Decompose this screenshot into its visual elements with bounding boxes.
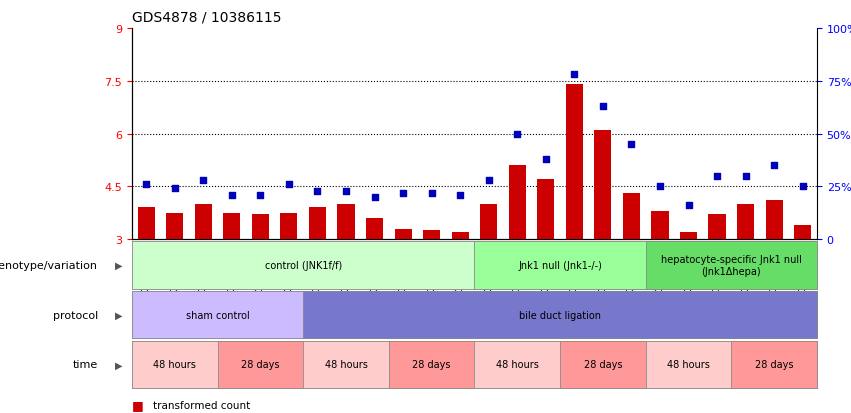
Point (768, 163, 781, 169)
Point (425, 190, 438, 197)
Bar (252, 215, 269, 240)
Bar (337, 204, 355, 240)
Bar (138, 208, 155, 240)
Bar (366, 218, 383, 240)
Point (511, 131, 524, 138)
Point (311, 188, 324, 195)
Bar (395, 229, 412, 240)
Text: hepatocyte-specific Jnk1 null
(Jnk1Δhepa): hepatocyte-specific Jnk1 null (Jnk1Δhepa… (661, 254, 802, 276)
Text: 48 hours: 48 hours (496, 359, 539, 370)
Bar (452, 233, 469, 240)
Point (197, 177, 210, 184)
Bar (423, 231, 440, 240)
Point (711, 173, 724, 180)
Bar (480, 204, 497, 240)
Bar (537, 180, 554, 240)
Bar (280, 213, 298, 240)
Text: GDS4878 / 10386115: GDS4878 / 10386115 (132, 11, 282, 25)
Point (254, 192, 267, 199)
Bar (166, 213, 183, 240)
Point (168, 186, 181, 192)
Point (368, 194, 381, 201)
Point (682, 202, 695, 209)
Point (140, 181, 153, 188)
Point (796, 183, 809, 190)
Point (596, 104, 609, 110)
Bar (594, 131, 611, 240)
Point (739, 173, 752, 180)
Bar (223, 213, 240, 240)
Text: Jnk1 null (Jnk1-/-): Jnk1 null (Jnk1-/-) (518, 260, 602, 271)
Text: 48 hours: 48 hours (667, 359, 710, 370)
Point (625, 141, 638, 148)
Text: transformed count: transformed count (153, 400, 250, 410)
Bar (509, 166, 526, 240)
Point (340, 188, 353, 195)
Text: protocol: protocol (53, 310, 98, 320)
Text: control (JNK1f/f): control (JNK1f/f) (265, 260, 342, 271)
Point (225, 192, 238, 199)
Point (282, 181, 295, 188)
Point (539, 156, 552, 163)
Text: ▶: ▶ (116, 260, 123, 271)
Text: sham control: sham control (186, 310, 249, 320)
Bar (651, 211, 669, 240)
Text: ■: ■ (132, 398, 144, 411)
Text: ▶: ▶ (116, 359, 123, 370)
Bar (794, 225, 811, 240)
Text: time: time (72, 359, 98, 370)
Bar (737, 204, 754, 240)
Text: bile duct ligation: bile duct ligation (519, 310, 601, 320)
Text: 48 hours: 48 hours (324, 359, 368, 370)
Point (568, 72, 581, 78)
Bar (623, 194, 640, 240)
Point (454, 192, 467, 199)
Point (397, 190, 410, 197)
Text: ▶: ▶ (116, 310, 123, 320)
Bar (709, 215, 726, 240)
Bar (680, 233, 697, 240)
Text: genotype/variation: genotype/variation (0, 260, 98, 271)
Text: 28 days: 28 days (755, 359, 793, 370)
Bar (195, 204, 212, 240)
Bar (766, 201, 783, 240)
Point (482, 177, 495, 184)
Point (654, 183, 667, 190)
Text: 28 days: 28 days (413, 359, 451, 370)
Text: 28 days: 28 days (584, 359, 622, 370)
Bar (566, 85, 583, 240)
Text: 28 days: 28 days (241, 359, 280, 370)
Text: 48 hours: 48 hours (153, 359, 197, 370)
Bar (309, 208, 326, 240)
